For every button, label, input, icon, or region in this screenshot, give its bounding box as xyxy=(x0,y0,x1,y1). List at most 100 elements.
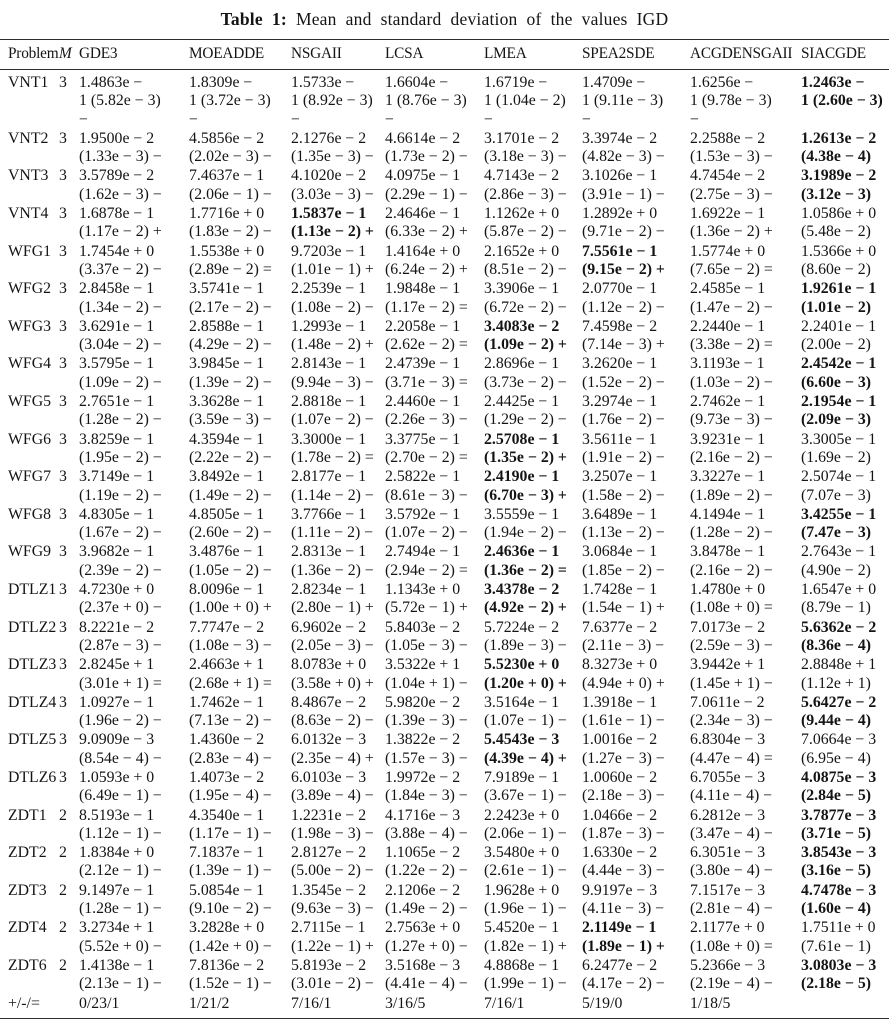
value-cell: 3.5792e − 1 (1.07e − 2) − xyxy=(385,505,484,543)
value-cell: 9.1497e − 1 (1.28e − 1) − xyxy=(79,881,189,919)
value-cell: 2.8848e + 1 (1.12e + 1) xyxy=(801,655,889,693)
value-cell: 5.8193e − 2 (3.01e − 2) − xyxy=(291,956,385,994)
cell-line: 7.0664e − 3 xyxy=(801,731,877,749)
value-cell: 1.4780e + 0 (1.08e + 0) = xyxy=(690,580,801,618)
summary-label: +/-/= xyxy=(8,994,40,1012)
value-cell: 3.3906e − 1 (6.72e − 2) − xyxy=(484,279,582,317)
value-cell: 1.9848e − 1 (1.17e − 2) = xyxy=(385,279,484,317)
cell-line: 3.3906e − 1 xyxy=(484,280,560,298)
value-cell: 1.5774e + 0 (7.65e − 2) = xyxy=(690,242,801,280)
cell-line: (1.07e − 1) − xyxy=(484,712,567,730)
summary-value: 1/18/5 xyxy=(690,994,731,1012)
cell-line: 7.4637e − 1 xyxy=(189,167,265,185)
value-cell: 4.1716e − 3 (3.88e − 4) − xyxy=(385,806,484,844)
cell-line: 3.7149e − 1 xyxy=(79,468,155,486)
value-cell: 2.8234e − 1 (2.80e − 1) + xyxy=(291,580,385,618)
value-cell: 1.5733e −1 (8.92e − 3) − xyxy=(291,70,385,129)
cell-line: − xyxy=(79,110,88,128)
cell-line: 2.7494e − 1 xyxy=(385,543,461,561)
cell-line: 2.8127e − 2 xyxy=(291,844,367,862)
value-cell: 1.6719e −1 (1.04e − 2) − xyxy=(484,70,582,129)
cell-line: 5.2366e − 3 xyxy=(690,956,766,974)
table-row-vnt4: VNT4 3 1.6878e − 1 (1.17e − 2) +1.7716e + 0… xyxy=(0,204,889,242)
cell-line: 2.1206e − 2 xyxy=(385,881,461,899)
value-cell: 2.4425e − 1 (1.29e − 2) − xyxy=(484,392,582,430)
cell-line: (1.83e − 2) − xyxy=(189,223,272,241)
column-header-acgdensgaii: ACGDENSGAII xyxy=(690,45,793,62)
summary-value xyxy=(801,994,889,1019)
value-cell: 8.5193e − 1 (1.12e − 1) − xyxy=(79,806,189,844)
cell-line: 6.2812e − 3 xyxy=(690,806,766,824)
cell-line: (8.79e − 1) xyxy=(801,599,871,617)
value-cell: 1.6330e − 2 (4.44e − 3) − xyxy=(582,843,690,881)
cell-line: (1.29e − 2) − xyxy=(484,411,567,429)
cell-line: (1.96e − 1) − xyxy=(484,900,567,918)
objective-count: 3 xyxy=(59,205,67,223)
cell-line: 2.8245e + 1 xyxy=(79,656,155,674)
cell-line: (1.87e − 3) − xyxy=(582,824,665,842)
cell-line: (1.57e − 3) − xyxy=(385,749,468,767)
cell-line: (9.10e − 2) − xyxy=(189,900,272,918)
cell-line: 3.2507e − 1 xyxy=(582,468,658,486)
value-cell: 3.1193e − 1 (1.03e − 2) − xyxy=(690,354,801,392)
objective-count: 3 xyxy=(59,355,67,373)
cell-line: (2.26e − 3) − xyxy=(385,411,468,429)
cell-line: 1.6922e − 1 xyxy=(690,205,766,223)
value-cell: 1.7716e + 0 (1.83e − 2) − xyxy=(189,204,291,242)
value-cell: 4.5856e − 2 (2.02e − 3) − xyxy=(189,129,291,167)
cell-line: (1.22e − 1) + xyxy=(291,937,374,955)
cell-line: 4.3594e − 1 xyxy=(189,430,265,448)
cell-line: 1.0060e − 2 xyxy=(582,768,658,786)
column-header-m: M xyxy=(59,45,72,62)
cell-line: 5.9820e − 2 xyxy=(385,693,461,711)
cell-line: 1.6719e − xyxy=(484,74,548,91)
cell-line: 9.1497e − 1 xyxy=(79,881,155,899)
table-row-dtlz5: DTLZ5 3 9.0909e − 3 (8.54e − 4) −1.4360e − … xyxy=(0,730,889,768)
cell-line: (3.03e − 3) − xyxy=(291,185,374,203)
column-header-moeadde: MOEADDE xyxy=(189,45,265,62)
cell-line: (7.47e − 3) xyxy=(801,524,871,542)
cell-line: (3.47e − 4) − xyxy=(690,824,773,842)
cell-line: 1.5366e + 0 xyxy=(801,242,877,260)
cell-line: 1.4780e + 0 xyxy=(690,581,766,599)
cell-line: (1.34e − 2) − xyxy=(79,298,162,316)
table-row-wfg9: WFG9 3 3.9682e − 1 (2.39e − 2) −3.4876e − 1… xyxy=(0,542,889,580)
cell-line: 3.6291e − 1 xyxy=(79,317,155,335)
table-caption: Table 1: Mean and standard deviation of … xyxy=(0,9,889,39)
cell-line: (7.65e − 2) = xyxy=(690,260,773,278)
summary-empty xyxy=(58,994,79,1019)
problem-name: WFG9 xyxy=(8,543,52,561)
value-cell: 3.4876e − 1 (1.05e − 2) − xyxy=(189,542,291,580)
cell-line: 7.5561e − 1 xyxy=(582,242,658,260)
table-row-zdt3: ZDT3 2 9.1497e − 1 (1.28e − 1) −5.0854e − 1… xyxy=(0,881,889,919)
cell-line: − xyxy=(291,110,300,128)
cell-line: 2.4663e + 1 xyxy=(189,656,265,674)
cell-line: 7.6377e − 2 xyxy=(582,618,658,636)
value-cell: 7.8136e − 2 (1.52e − 1) − xyxy=(189,956,291,994)
cell-line: 1.5538e + 0 xyxy=(189,242,265,260)
cell-line: 3.4378e − 2 xyxy=(484,581,560,599)
cell-line: 7.4598e − 2 xyxy=(582,317,658,335)
cell-line: (2.35e − 4) + xyxy=(291,749,374,767)
cell-line: 1.6547e + 0 xyxy=(801,581,877,599)
objective-count: 3 xyxy=(59,468,67,486)
cell-line: (1.39e − 3) − xyxy=(385,712,468,730)
value-cell: 3.6291e − 1 (3.04e − 2) − xyxy=(79,317,189,355)
cell-line: 1.0466e − 2 xyxy=(582,806,658,824)
value-cell: 2.5074e − 1 (7.07e − 3) xyxy=(801,467,889,505)
cell-line: (6.72e − 2) − xyxy=(484,298,567,316)
value-cell: 2.5822e − 1 (8.61e − 3) − xyxy=(385,467,484,505)
cell-line: 3.5792e − 1 xyxy=(385,505,461,523)
cell-line: (1.35e − 3) − xyxy=(291,148,374,166)
cell-line: 1 (2.60e − 3) xyxy=(801,92,883,110)
cell-line: (1.14e − 2) − xyxy=(291,486,374,504)
value-cell: 7.6377e − 2 (2.11e − 3) − xyxy=(582,618,690,656)
cell-line: 3.0803e − 3 xyxy=(801,956,877,974)
cell-line: (1.13e − 2) + xyxy=(291,223,374,241)
cell-line: 2.2440e − 1 xyxy=(690,317,766,335)
cell-line: 3.7877e − 3 xyxy=(801,806,877,824)
cell-line: 7.8136e − 2 xyxy=(189,956,265,974)
summary-value: 7/16/1 xyxy=(484,994,525,1012)
value-cell: 2.4636e − 1 (1.36e − 2) = xyxy=(484,542,582,580)
cell-line: 2.1177e + 0 xyxy=(690,919,765,937)
